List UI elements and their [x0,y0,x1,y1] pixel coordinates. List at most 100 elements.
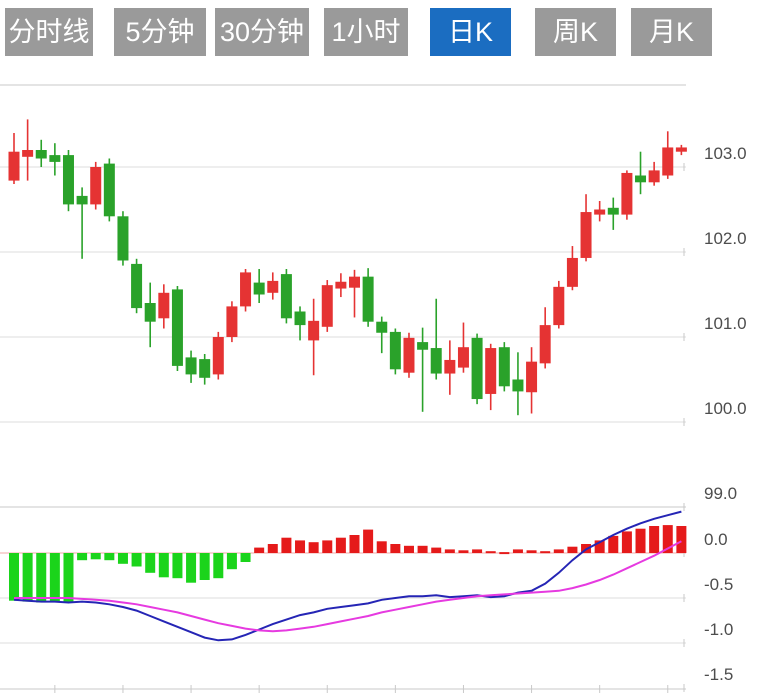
candle [335,281,347,289]
price-axis-label: 103.0 [704,144,747,163]
macd-bar [662,525,673,553]
candle [35,150,47,159]
macd-bar [567,546,578,553]
macd-bar [472,549,483,553]
candle [648,170,660,183]
macd-bar [213,553,224,579]
candle [580,212,592,258]
macd-bar [417,545,428,553]
macd-bar [390,544,401,553]
candle [144,303,156,322]
tab-monthly-k[interactable]: 月K [631,8,712,56]
macd-bar [376,541,387,553]
dif-line [13,510,682,642]
period-tab-bar: 分时线 5分钟 30分钟 1小时 日K 周K 月K [0,0,762,64]
candle [253,282,265,295]
macd-bar [621,531,632,553]
macd-axis-label: -1.0 [704,620,733,639]
candle [417,342,429,350]
candle [389,331,401,370]
candle [90,167,102,205]
macd-bar [267,544,278,553]
macd-bar [458,550,469,553]
macd-bar [649,526,660,553]
price-axis-label: 101.0 [704,314,747,333]
candle [103,163,115,217]
tab-5min[interactable]: 5分钟 [114,8,206,56]
macd-bar [676,526,687,553]
macd-bar [254,547,265,553]
candle [403,337,415,373]
macd-bar [104,553,115,561]
candle [76,195,88,205]
macd-bar [63,553,74,602]
macd-bar [485,551,496,554]
dea-line [14,540,682,633]
macd-bar [526,550,537,553]
macd-bar [608,535,619,553]
candle [430,348,442,374]
macd-bar [335,537,346,553]
macd-axis-label: -1.5 [704,665,733,684]
price-panel-grid [0,84,686,511]
candle [240,272,252,307]
macd-bar [158,553,169,578]
candle [512,379,524,392]
macd-bar [90,553,101,560]
candle [158,292,170,319]
candle [131,263,143,309]
candle [566,257,578,287]
macd-bar [540,551,551,554]
candle [321,285,333,327]
macd-bar [240,553,251,562]
candle [294,311,306,326]
candle [471,337,483,400]
candle [607,207,619,215]
macd-bar [22,553,33,602]
price-axis-label: 99.0 [704,484,737,503]
candle [594,209,606,215]
tab-30min[interactable]: 30分钟 [215,8,309,56]
macd-bar [349,535,360,553]
tab-daily-k[interactable]: 日K [430,8,511,56]
candle [485,348,497,394]
candle [662,147,674,176]
tab-weekly-k[interactable]: 周K [535,8,616,56]
x-axis [0,685,686,693]
candle [553,286,565,326]
candle [62,155,74,205]
y-axis-labels: 103.0 102.0 101.0 100.0 99.0 0.0 -0.5 -1.0 -1.5 [704,144,747,684]
macd-bar [199,553,210,580]
candle [171,289,183,366]
candle [49,155,61,162]
candle [498,347,510,387]
candle [526,361,538,393]
tab-timeline[interactable]: 分时线 [5,8,93,56]
macd-bar [594,540,605,553]
candle [280,274,292,319]
macd-bar [363,529,374,553]
candle [226,306,238,337]
macd-bar [499,552,510,555]
macd-bar [131,553,142,567]
candle [362,276,374,322]
candle [117,216,129,261]
macd-axis-label: 0.0 [704,530,728,549]
price-axis-label: 102.0 [704,229,747,248]
macd-bar [145,553,156,573]
macd-bar [553,549,564,553]
tab-1hour[interactable]: 1小时 [324,8,408,56]
macd-bar [186,553,197,583]
price-axis-label: 100.0 [704,399,747,418]
candle [267,280,279,293]
macd-bar [308,542,319,553]
macd-bar [322,540,333,553]
candle [444,359,456,374]
candle [349,276,360,288]
macd-axis-label: -0.5 [704,575,733,594]
candle [212,337,224,375]
candle [539,325,551,364]
macd-bar [295,540,306,553]
